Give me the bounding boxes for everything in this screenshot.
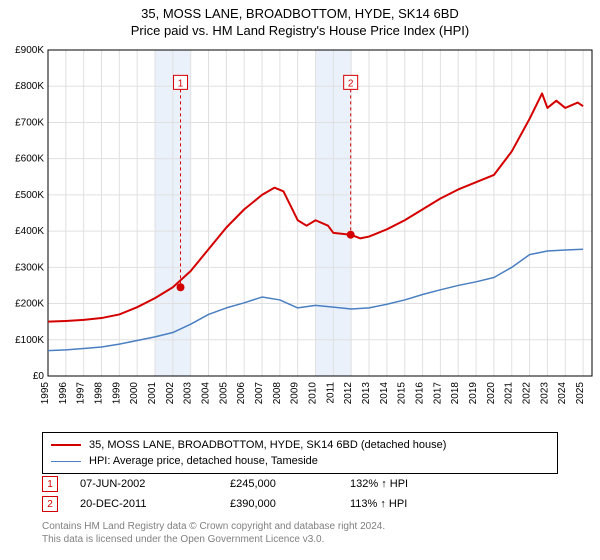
svg-text:2020: 2020 xyxy=(486,382,497,405)
transaction-row: 1 07-JUN-2002 £245,000 132% ↑ HPI xyxy=(42,474,470,494)
svg-text:2009: 2009 xyxy=(290,382,301,405)
transaction-row: 2 20-DEC-2011 £390,000 113% ↑ HPI xyxy=(42,494,470,514)
legend-label: 35, MOSS LANE, BROADBOTTOM, HYDE, SK14 6… xyxy=(89,439,446,451)
svg-text:£700K: £700K xyxy=(15,117,44,128)
transaction-price: £245,000 xyxy=(230,478,350,490)
transaction-date: 20-DEC-2011 xyxy=(80,498,230,510)
svg-text:£500K: £500K xyxy=(15,190,44,201)
svg-text:2008: 2008 xyxy=(272,382,283,405)
svg-text:£0: £0 xyxy=(33,371,45,382)
svg-text:1998: 1998 xyxy=(94,382,105,405)
svg-text:2021: 2021 xyxy=(504,382,515,405)
transaction-hpi: 113% ↑ HPI xyxy=(350,498,470,510)
footer: Contains HM Land Registry data © Crown c… xyxy=(42,520,385,546)
svg-text:2025: 2025 xyxy=(575,382,586,405)
svg-text:2002: 2002 xyxy=(165,382,176,405)
svg-text:2017: 2017 xyxy=(432,382,443,405)
svg-text:2: 2 xyxy=(348,78,354,89)
svg-text:2023: 2023 xyxy=(539,382,550,405)
svg-text:2019: 2019 xyxy=(468,382,479,405)
title-subtitle: Price paid vs. HM Land Registry's House … xyxy=(0,23,600,38)
legend-label: HPI: Average price, detached house, Tame… xyxy=(89,455,318,467)
svg-text:1997: 1997 xyxy=(76,382,87,405)
footer-line1: Contains HM Land Registry data © Crown c… xyxy=(42,520,385,533)
transaction-hpi: 132% ↑ HPI xyxy=(350,478,470,490)
svg-text:£800K: £800K xyxy=(15,81,44,92)
svg-text:1996: 1996 xyxy=(58,382,69,405)
svg-text:2018: 2018 xyxy=(450,382,461,405)
svg-text:2016: 2016 xyxy=(415,382,426,405)
svg-text:2001: 2001 xyxy=(147,382,158,405)
svg-text:2024: 2024 xyxy=(557,382,568,405)
svg-text:2012: 2012 xyxy=(343,382,354,405)
svg-text:2013: 2013 xyxy=(361,382,372,405)
svg-text:£200K: £200K xyxy=(15,299,44,310)
svg-text:£600K: £600K xyxy=(15,154,44,165)
svg-text:2011: 2011 xyxy=(325,382,336,404)
svg-text:2007: 2007 xyxy=(254,382,265,405)
svg-text:1999: 1999 xyxy=(111,382,122,405)
svg-text:£100K: £100K xyxy=(15,335,44,346)
svg-text:2010: 2010 xyxy=(308,382,319,405)
legend-item: 35, MOSS LANE, BROADBOTTOM, HYDE, SK14 6… xyxy=(51,437,549,453)
svg-text:2006: 2006 xyxy=(236,382,247,405)
legend-swatch xyxy=(51,444,81,446)
transaction-marker-icon: 2 xyxy=(42,496,58,512)
svg-text:2014: 2014 xyxy=(379,382,390,405)
svg-text:£400K: £400K xyxy=(15,226,44,237)
svg-text:£900K: £900K xyxy=(15,45,44,56)
footer-line2: This data is licensed under the Open Gov… xyxy=(42,533,385,546)
svg-text:2022: 2022 xyxy=(522,382,533,405)
svg-text:1995: 1995 xyxy=(40,382,51,405)
titles: 35, MOSS LANE, BROADBOTTOM, HYDE, SK14 6… xyxy=(0,0,600,38)
svg-text:2003: 2003 xyxy=(183,382,194,405)
transaction-date: 07-JUN-2002 xyxy=(80,478,230,490)
legend-swatch xyxy=(51,461,81,462)
svg-text:1: 1 xyxy=(178,78,184,89)
svg-text:2005: 2005 xyxy=(218,382,229,405)
svg-text:2000: 2000 xyxy=(129,382,140,405)
chart-container: 35, MOSS LANE, BROADBOTTOM, HYDE, SK14 6… xyxy=(0,0,600,560)
legend: 35, MOSS LANE, BROADBOTTOM, HYDE, SK14 6… xyxy=(42,432,558,474)
transaction-marker-icon: 1 xyxy=(42,476,58,492)
svg-text:£300K: £300K xyxy=(15,262,44,273)
svg-text:2004: 2004 xyxy=(201,382,212,405)
legend-item: HPI: Average price, detached house, Tame… xyxy=(51,453,549,469)
title-address: 35, MOSS LANE, BROADBOTTOM, HYDE, SK14 6… xyxy=(0,6,600,21)
price-chart: £0 £100K £200K £300K £400K £500K £600K £700K £80… xyxy=(0,44,600,424)
svg-text:2015: 2015 xyxy=(397,382,408,405)
transaction-price: £390,000 xyxy=(230,498,350,510)
transactions-table: 1 07-JUN-2002 £245,000 132% ↑ HPI 2 20-D… xyxy=(42,474,470,514)
